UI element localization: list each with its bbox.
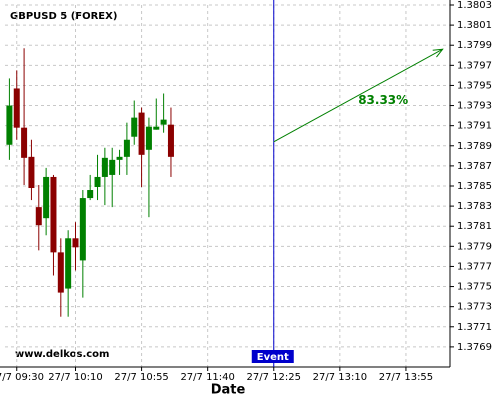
candle-body [87,190,94,199]
candle-body [167,124,174,157]
candle-body [43,176,50,219]
y-tick-label: 1.3787 [457,161,492,172]
y-tick-label: 1.3781 [457,221,492,232]
chart-title: GBPUSD 5 (FOREX) [10,11,117,22]
candle-body [57,252,64,293]
y-tick-label: 1.3789 [457,141,492,152]
y-tick-label: 1.3797 [457,60,492,71]
candle-body [131,117,138,137]
x-tick-label: 27/7 11:40 [180,372,234,383]
candle-body [72,238,79,248]
y-tick-label: 1.3793 [457,101,492,112]
arrow-head [432,48,444,58]
y-tick-label: 1.3775 [457,282,492,293]
candle-body [116,156,123,160]
candle-body [101,157,108,177]
y-tick-label: 1.3803 [457,0,492,11]
candle-body [145,126,152,150]
candle-body [160,119,167,125]
forecast-arrow [273,48,443,143]
candle-body [28,156,35,189]
y-tick-label: 1.3777 [457,261,492,272]
candle-body [50,176,57,253]
candle-body [123,139,130,157]
y-tick-label: 1.3785 [457,181,492,192]
y-tick-label: 1.3783 [457,201,492,212]
y-tick-label: 1.3799 [457,40,492,51]
candle-body [138,112,145,155]
candle-body [94,176,101,188]
event-label: Event [257,352,289,363]
candle-body [13,88,20,128]
x-tick-label: 27/7 10:55 [114,372,168,383]
x-axis-label: Date [211,383,246,398]
y-tick-label: 1.3795 [457,80,492,91]
y-tick-label: 1.3769 [457,342,492,353]
candle-body [109,159,116,175]
x-tick-label: 27/7 13:55 [379,372,433,383]
x-tick-label: 27/7 13:10 [313,372,367,383]
y-tick-label: 1.3779 [457,241,492,252]
y-tick-label: 1.3773 [457,302,492,313]
event-label-box [251,350,294,363]
y-tick-label: 1.3801 [457,20,492,31]
y-tick-label: 1.3771 [457,322,492,333]
x-tick-label: 27/7 10:10 [48,372,102,383]
y-tick-label: 1.3791 [457,121,492,132]
candle-body [35,207,42,226]
candle-body [65,238,72,289]
watermark: www.delkos.com [15,349,109,360]
x-tick-label: 27/7 09:30 [0,372,44,383]
x-tick-label: 27/7 12:25 [247,372,301,383]
arrow-label: 83.33% [358,93,408,107]
candle-body [21,127,28,158]
candle-body [153,126,160,130]
candle-body [6,105,13,145]
candle-body [79,198,86,261]
